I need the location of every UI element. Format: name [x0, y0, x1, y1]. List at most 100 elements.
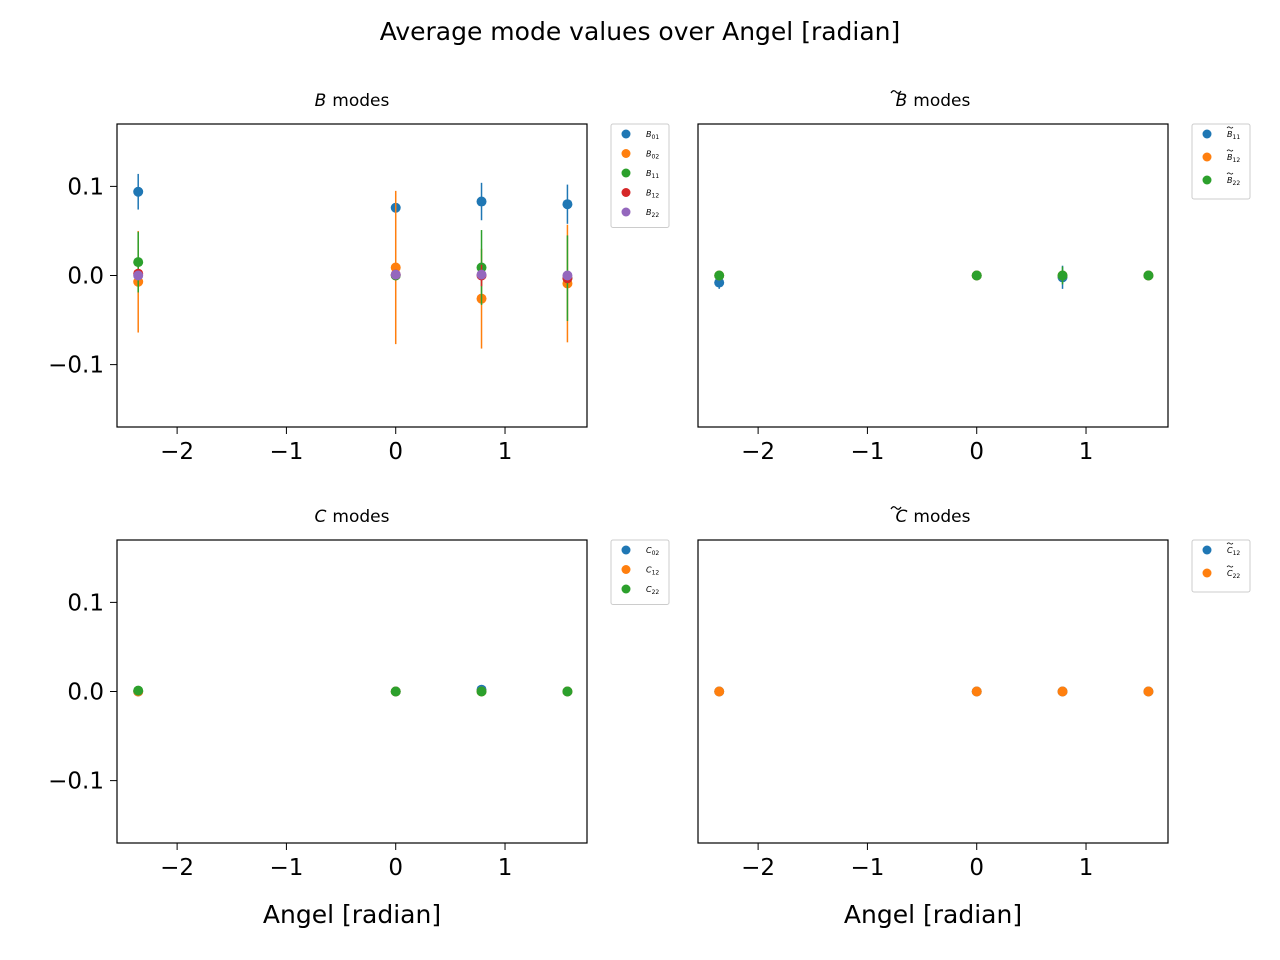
- x-tick-label: 1: [1079, 855, 1094, 881]
- series-B22: [714, 266, 1154, 285]
- tilde-accent: [1226, 172, 1234, 175]
- x-tick-label: −2: [741, 439, 775, 465]
- subplot-title-text: modes: [332, 507, 389, 527]
- x-axis-label: Angel [radian]: [263, 900, 441, 929]
- legend-label-subscript: 11: [1233, 134, 1241, 141]
- legend-label-subscript: 22: [652, 589, 660, 596]
- legend-marker: [621, 168, 631, 178]
- legend-label-symbol: C: [646, 585, 652, 594]
- legend-label: B11: [1227, 130, 1240, 141]
- x-tick-label: 0: [388, 439, 403, 465]
- legend-label-subscript: 02: [652, 154, 660, 161]
- data-point: [714, 270, 725, 281]
- legend-box: [610, 123, 670, 228]
- legend-label: B22: [1227, 176, 1240, 187]
- legend-marker: [621, 188, 631, 197]
- legend-marker: [1202, 568, 1212, 578]
- legend-label: C12: [1227, 546, 1240, 557]
- x-tick-label: 1: [498, 855, 513, 881]
- data-point: [476, 196, 487, 207]
- legend-label-subscript: 12: [1233, 550, 1241, 557]
- x-tick-label: −1: [269, 855, 303, 881]
- y-tick-label: 0.1: [67, 174, 104, 200]
- y-tick-label: 0.0: [67, 264, 104, 290]
- legend-label-subscript: 12: [652, 570, 660, 577]
- legend-label-symbol: C: [646, 546, 652, 555]
- tilde-accent: [1226, 126, 1234, 129]
- tilde-accent: [1226, 149, 1234, 152]
- y-tick-label: 0.0: [67, 680, 104, 706]
- x-tick-label: −2: [741, 855, 775, 881]
- legend-label: C22: [1227, 569, 1240, 580]
- legend-label: B11: [646, 169, 659, 180]
- legend-label: C12: [646, 566, 659, 577]
- data-point: [1057, 686, 1068, 697]
- series-C22: [714, 686, 1154, 697]
- legend-marker: [1202, 152, 1212, 162]
- legend-label-symbol: B: [646, 169, 652, 178]
- data-point: [714, 277, 725, 288]
- legend-label: B02: [646, 150, 659, 161]
- data-point: [562, 199, 573, 210]
- data-point: [971, 686, 982, 697]
- legend-marker: [1202, 175, 1212, 185]
- data-point: [390, 262, 401, 273]
- data-point: [714, 686, 725, 697]
- legend-label-symbol: B: [646, 150, 652, 159]
- legend-label: B01: [646, 130, 659, 141]
- legend-label-symbol: C: [1227, 546, 1233, 555]
- axes-frame: [697, 539, 1169, 844]
- data-point: [133, 685, 144, 696]
- data-point: [562, 270, 573, 281]
- subplot-title-symbol: C: [315, 507, 327, 527]
- legend-label-subscript: 22: [652, 212, 660, 219]
- legend-label: C02: [646, 546, 659, 557]
- x-tick-label: −2: [160, 439, 194, 465]
- tilde-accent: [1226, 542, 1234, 545]
- subplot-title-symbol: B: [896, 91, 908, 111]
- legend-marker: [621, 584, 631, 594]
- x-tick-label: −2: [160, 855, 194, 881]
- legend-label-subscript: 22: [1233, 573, 1241, 580]
- y-tick-label: 0.1: [67, 590, 104, 616]
- x-tick-label: 1: [498, 439, 513, 465]
- x-axis-label: Angel [radian]: [844, 900, 1022, 929]
- legend-label-symbol: B: [646, 208, 652, 217]
- data-point: [390, 686, 401, 697]
- legend-box: [1191, 123, 1251, 200]
- subplot-title-symbol: B: [315, 91, 327, 111]
- x-tick-label: 0: [969, 855, 984, 881]
- legend-marker: [621, 129, 631, 139]
- data-point: [1057, 270, 1068, 281]
- data-point: [133, 186, 144, 197]
- axes-frame: [116, 123, 588, 428]
- legend-label-subscript: 11: [652, 173, 660, 180]
- data-point: [133, 257, 144, 268]
- legend-marker: [1202, 545, 1212, 555]
- subplot-title-text: modes: [913, 91, 970, 111]
- legend-label-symbol: B: [1227, 153, 1233, 162]
- series-B01: [133, 173, 573, 224]
- data-point: [1143, 686, 1154, 697]
- tilde-accent: [890, 90, 902, 94]
- x-tick-label: −1: [850, 439, 884, 465]
- legend-label-symbol: B: [1227, 176, 1233, 185]
- legend-marker: [621, 545, 631, 555]
- x-tick-label: 1: [1079, 439, 1094, 465]
- y-tick-label: −0.1: [48, 769, 104, 795]
- legend-label: B22: [646, 208, 659, 219]
- data-point: [476, 686, 487, 697]
- legend-label-subscript: 01: [652, 134, 660, 141]
- x-tick-label: −1: [269, 439, 303, 465]
- legend-label-symbol: B: [1227, 130, 1233, 139]
